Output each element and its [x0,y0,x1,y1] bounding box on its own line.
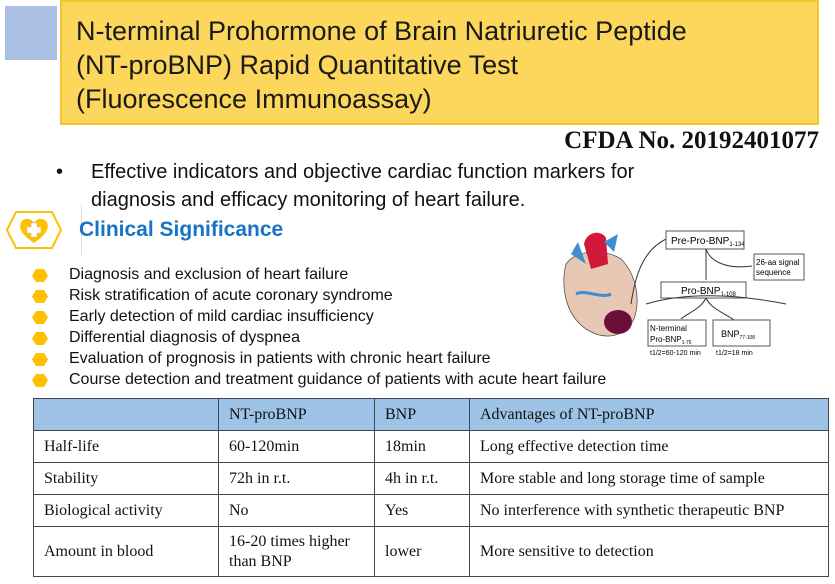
cell: Biological activity [33,494,219,527]
list-item: Course detection and treatment guidance … [32,369,606,390]
pre-pro-bnp-label: Pre-Pro-BNP1-134 [671,236,745,248]
table-row: Stability 72h in r.t. 4h in r.t. More stabl… [33,462,829,495]
hexagon-bullet-icon [32,332,48,345]
cell: No interference with synthetic therapeut… [469,494,829,527]
header-cell: NT-proBNP [218,398,375,431]
cell: More sensitive to detection [469,526,829,577]
bullet-dot: • [56,161,64,183]
header-cell: BNP [374,398,470,431]
item-text: Differential diagnosis of dyspnea [69,329,300,346]
comparison-table: NT-proBNP BNP Advantages of NT-proBNP Ha… [33,398,829,577]
list-item: Evaluation of prognosis in patients with… [32,348,606,369]
item-text: Risk stratification of acute coronary sy… [69,287,393,304]
intro-bullet: • Effective indicators and objective car… [56,158,720,214]
bnp-processing-diagram: Pre-Pro-BNP1-134 26-aa signal sequence P… [563,230,805,357]
divider [81,205,82,255]
heart-illustration [563,232,638,337]
table-row: Half-life 60-120min 18min Long effective de… [33,430,829,463]
significance-list: Diagnosis and exclusion of heart failure… [32,264,606,390]
title-line: (Fluorescence Immunoassay) [76,84,432,114]
item-text: Diagnosis and exclusion of heart failure [69,266,349,283]
cell: More stable and long storage time of sam… [469,462,829,495]
heart-plus-icon [6,211,62,249]
hexagon-bullet-icon [32,311,48,324]
nt-half-life: t1/2=60-120 min [650,350,701,357]
cell: Stability [33,462,219,495]
signal-label-2: sequence [756,268,791,277]
table-row: Amount in blood 16-20 times higher than B… [33,526,829,577]
cell: 60-120min [218,430,375,463]
hexagon-bullet-icon [32,374,48,387]
list-item: Differential diagnosis of dyspnea [32,327,606,348]
nt-label: N-terminal [650,324,687,333]
header-cell [33,398,219,431]
cell: 16-20 times higher than BNP [218,526,375,577]
nt-label-2: Pro-BNP1-76 [650,335,692,346]
item-text: Early detection of mild cardiac insuffic… [69,308,374,325]
title-line: (NT-proBNP) Rapid Quantitative Test [76,50,519,80]
cell: Amount in blood [33,526,219,577]
signal-label: 26-aa signal [756,258,800,267]
header-cell: Advantages of NT-proBNP [469,398,829,431]
table-header: NT-proBNP BNP Advantages of NT-proBNP [33,398,829,431]
cell: Yes [374,494,470,527]
cell: lower [374,526,470,577]
list-item: Early detection of mild cardiac insuffic… [32,306,606,327]
cell: 72h in r.t. [218,462,375,495]
item-text: Course detection and treatment guidance … [69,371,607,388]
list-item: Risk stratification of acute coronary sy… [32,285,606,306]
decorative-square [5,6,57,60]
page-title: N-terminal Prohormone of Brain Natriuret… [60,0,819,125]
title-line: N-terminal Prohormone of Brain Natriuret… [76,16,687,46]
bnp-half-life: t1/2=18 min [716,350,753,357]
cell: 4h in r.t. [374,462,470,495]
table-row: Biological activity No Yes No interference … [33,494,829,527]
hexagon-bullet-icon [32,269,48,282]
cell: Long effective detection time [469,430,829,463]
cell: 18min [374,430,470,463]
hexagon-bullet-icon [32,290,48,303]
item-text: Evaluation of prognosis in patients with… [69,350,491,367]
hexagon-bullet-icon [32,353,48,366]
cfda-number: CFDA No. 20192401077 [564,127,819,154]
cell: No [218,494,375,527]
list-item: Diagnosis and exclusion of heart failure [32,264,606,285]
cell: Half-life [33,430,219,463]
pro-bnp-label: Pro-BNP1-108 [681,286,736,298]
intro-text: Effective indicators and objective cardi… [91,161,635,211]
bnp-label: BNP77-108 [721,329,755,341]
section-title: Clinical Significance [79,218,284,241]
